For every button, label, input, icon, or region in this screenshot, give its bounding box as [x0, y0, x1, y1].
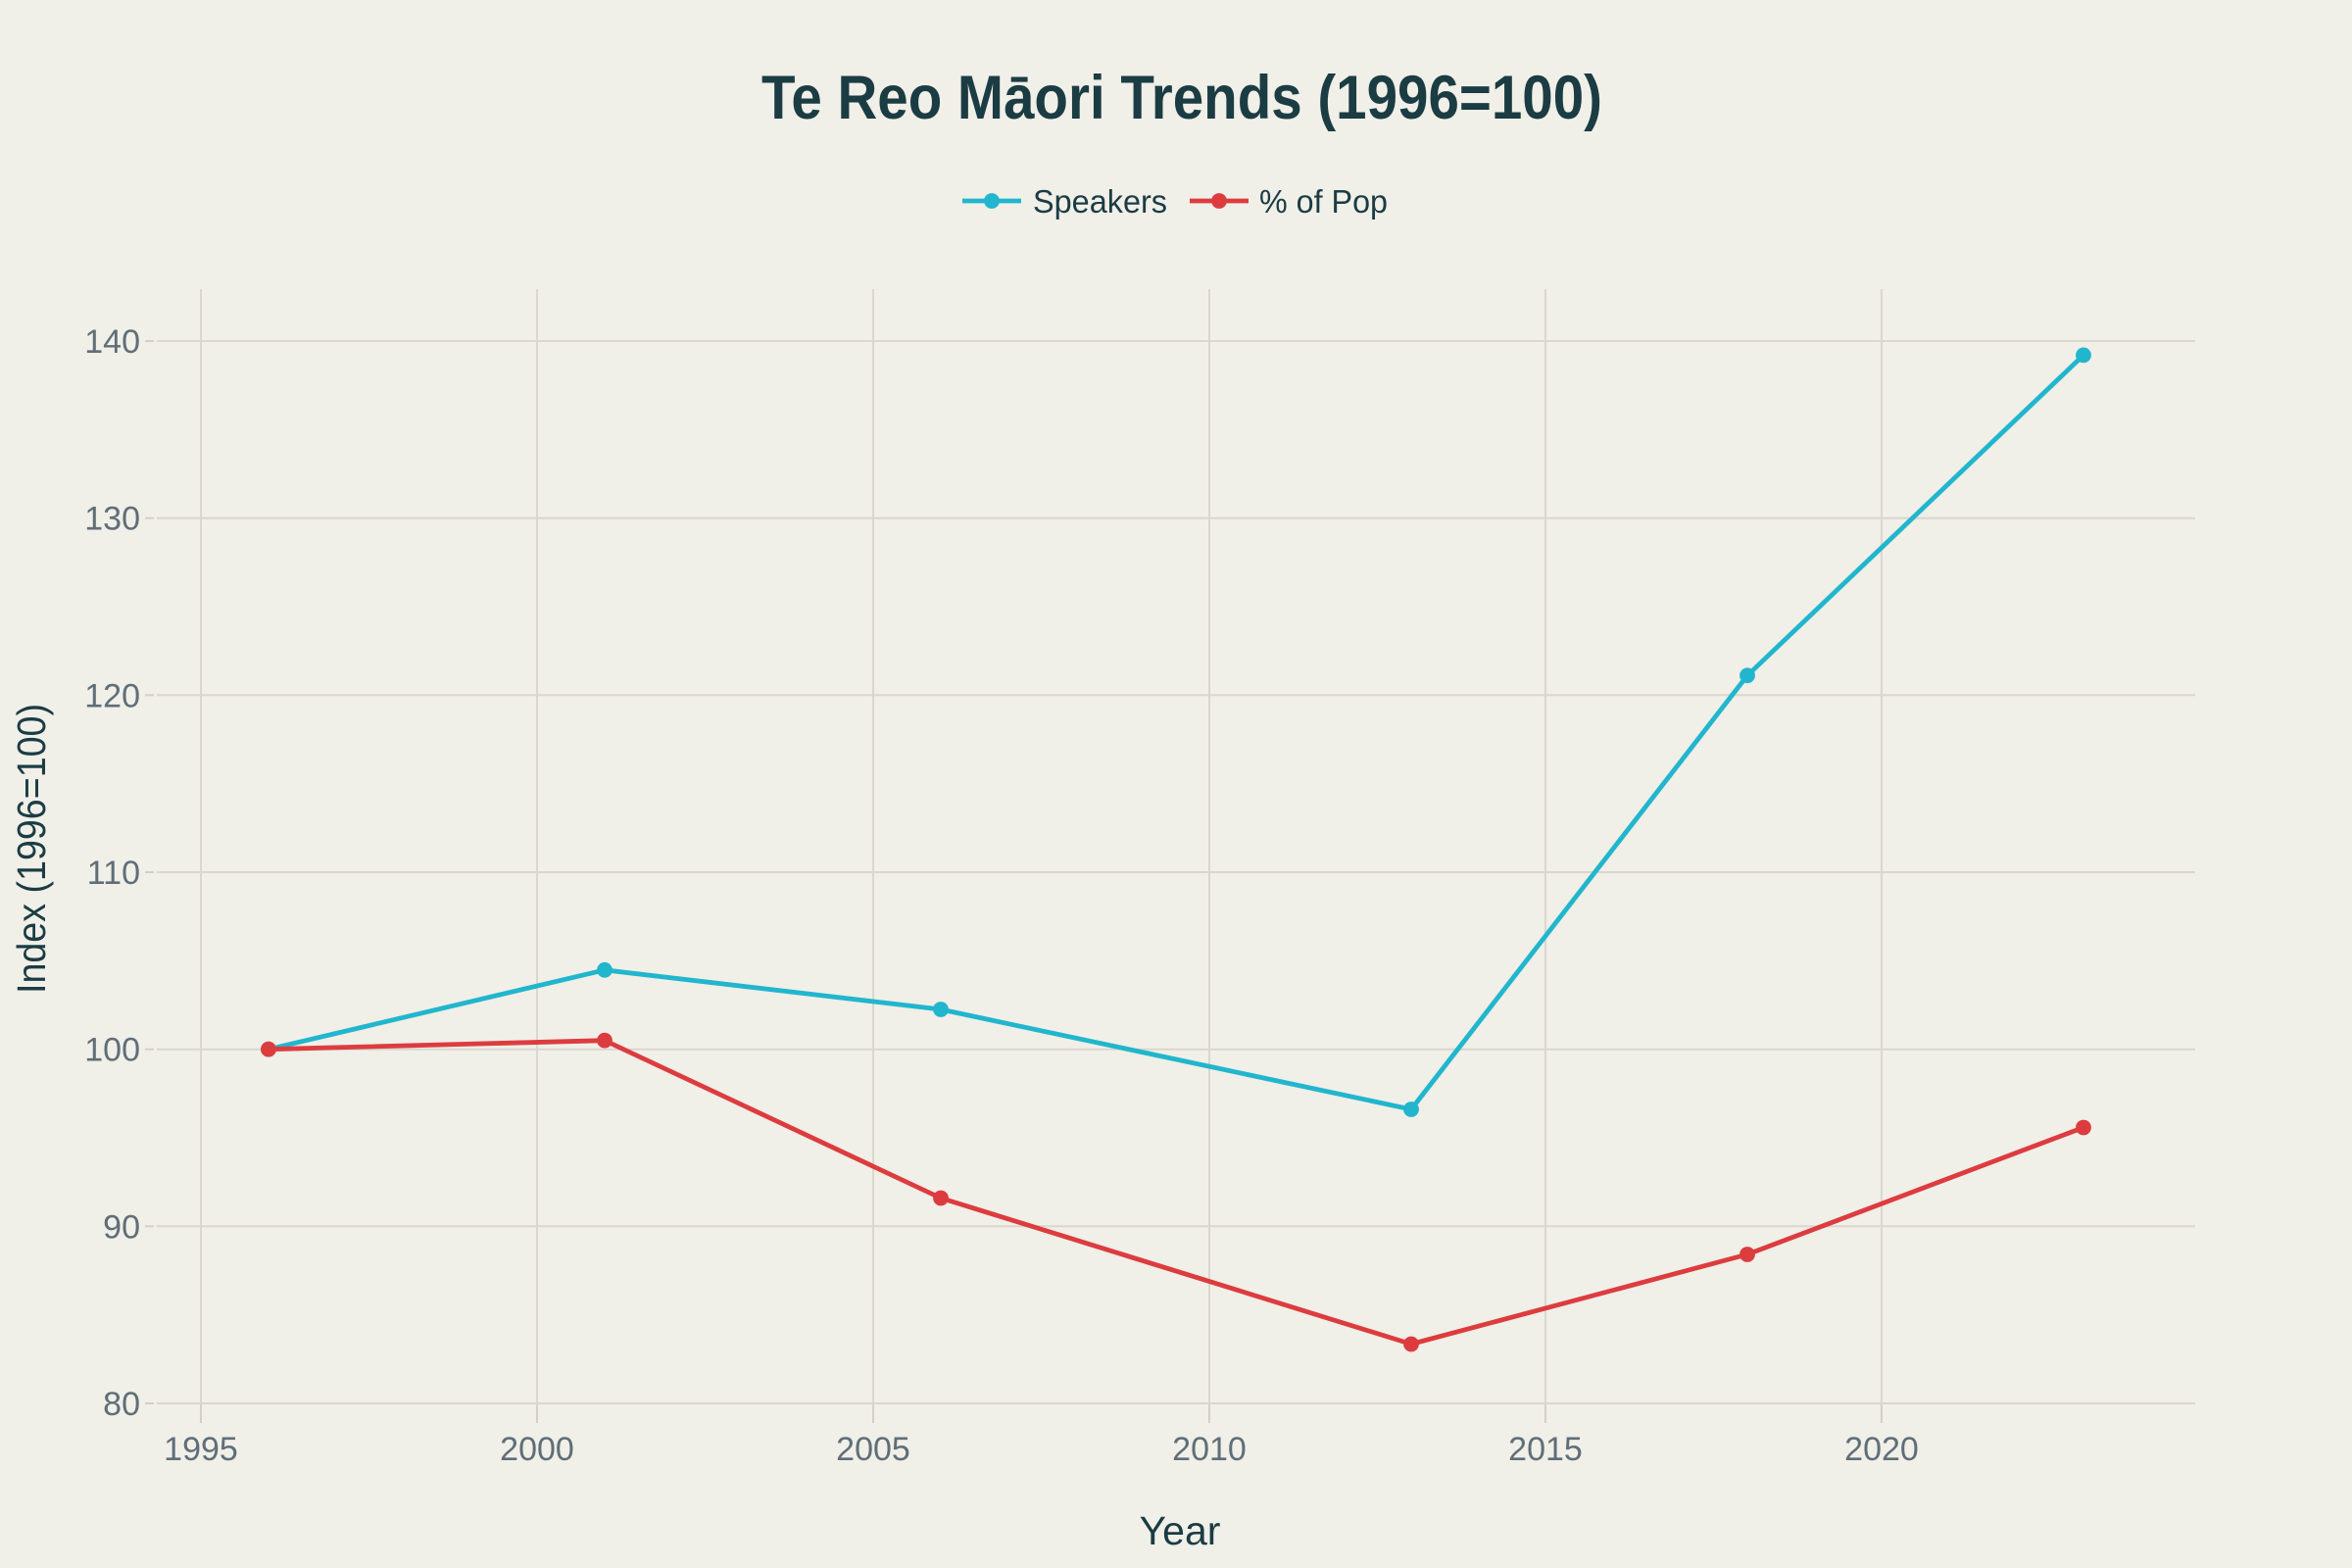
svg-text:% of Pop: % of Pop	[1259, 183, 1388, 220]
svg-text:Index (1996=100): Index (1996=100)	[9, 704, 54, 994]
svg-text:90: 90	[103, 1208, 140, 1246]
svg-text:Te Reo Māori Trends (1996=100): Te Reo Māori Trends (1996=100)	[761, 64, 1602, 132]
svg-text:80: 80	[103, 1386, 140, 1423]
svg-text:1995: 1995	[164, 1431, 238, 1468]
svg-text:130: 130	[84, 501, 140, 538]
svg-text:2000: 2000	[500, 1431, 574, 1468]
svg-text:2020: 2020	[1844, 1431, 1919, 1468]
svg-text:140: 140	[84, 323, 140, 361]
svg-text:Year: Year	[1140, 1508, 1221, 1553]
svg-text:2015: 2015	[1508, 1431, 1583, 1468]
svg-text:110: 110	[87, 855, 140, 892]
svg-text:2010: 2010	[1172, 1431, 1247, 1468]
svg-text:2005: 2005	[836, 1431, 910, 1468]
svg-text:Speakers: Speakers	[1033, 183, 1167, 220]
svg-text:100: 100	[84, 1032, 140, 1069]
svg-text:120: 120	[84, 677, 140, 714]
